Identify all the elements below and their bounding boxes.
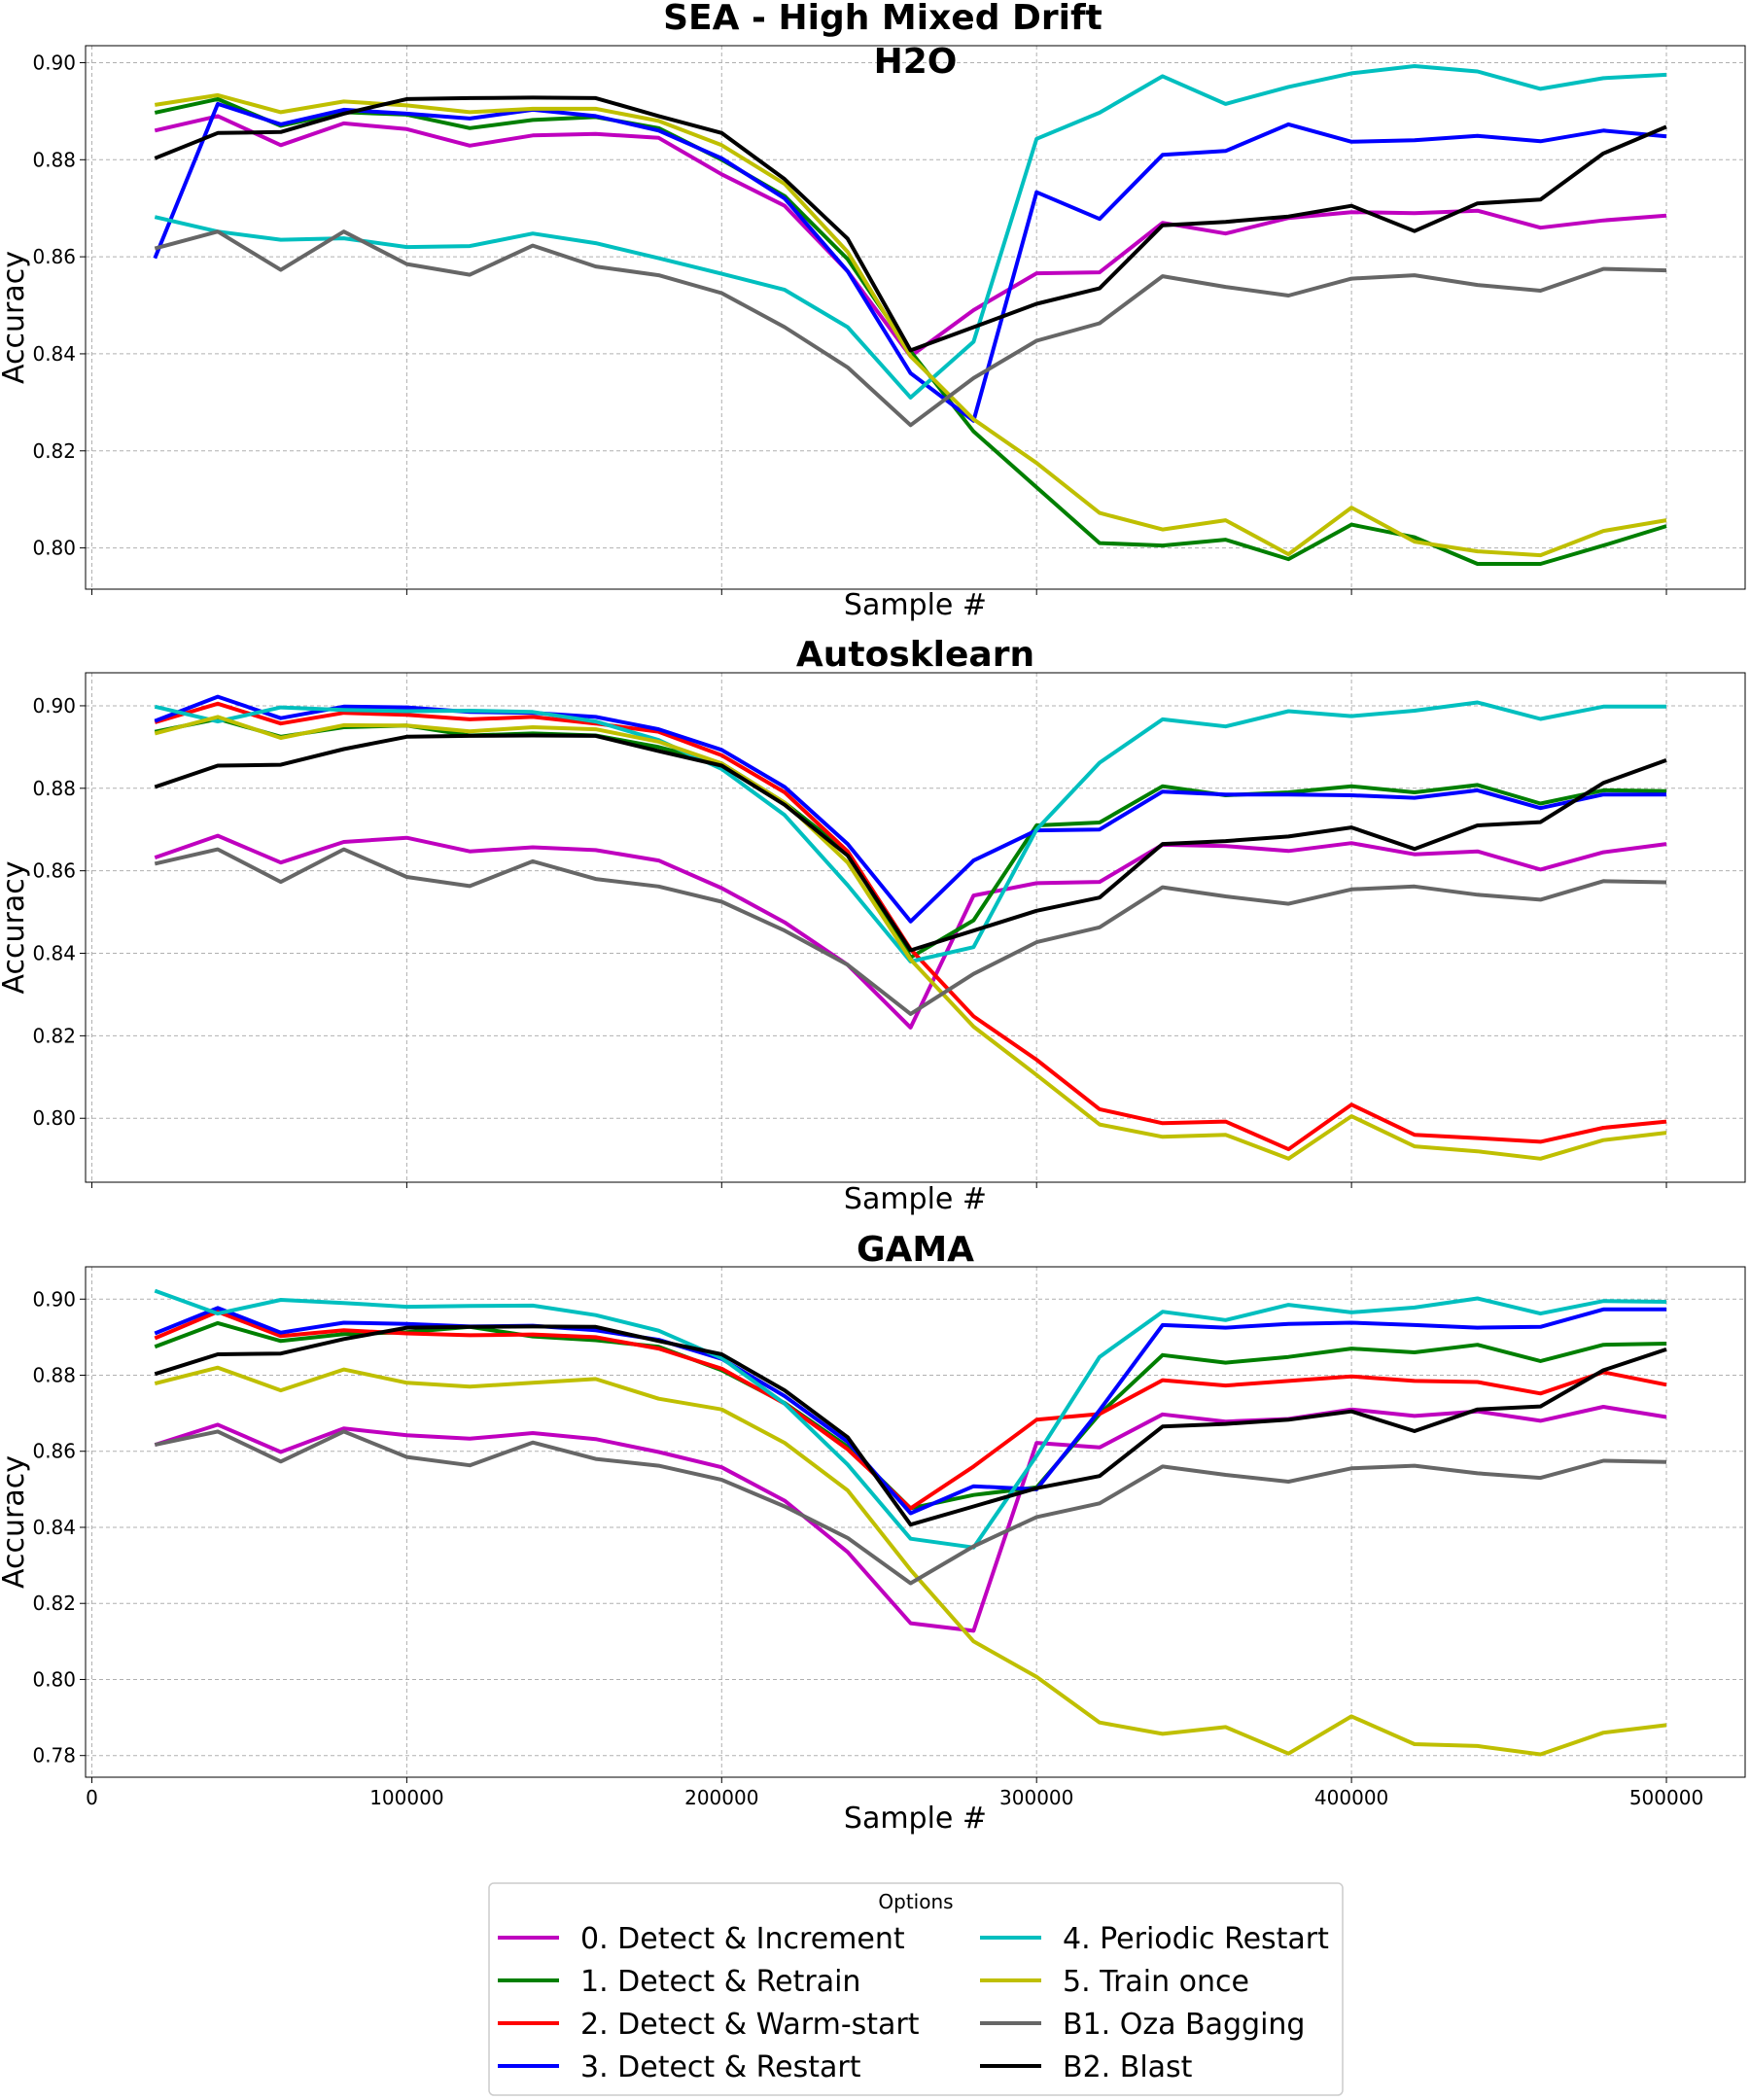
y-tick-label: 0.90 [32,694,76,718]
y-tick-label: 0.80 [32,1106,76,1130]
x-tick-label: 200000 [684,1786,758,1809]
series-line-3-detect-restart [154,694,1666,924]
series-line-0-detect-increment [154,1405,1667,1633]
y-tick-label: 0.80 [32,537,76,560]
legend-label: 1. Detect & Retrain [580,1965,860,1999]
legend-label: 0. Detect & Increment [580,1922,905,1956]
y-tick-label: 0.78 [32,1744,76,1768]
y-tick-label: 0.86 [32,859,76,883]
series-line-b1-oza-bagging [154,847,1667,1016]
y-tick-label: 0.82 [32,1592,76,1615]
series-line-0-detect-increment [154,833,1667,1030]
x-tick-label: 100000 [369,1786,443,1809]
plot-frame [85,1266,1746,1778]
x-tick-label: 300000 [999,1786,1073,1809]
series-line-5-train-once [154,92,1667,558]
legend-item-5-train-once: 5. Train once [980,1965,1249,1999]
series-line-b2-blast [154,95,1667,353]
figure-suptitle: SEA - High Mixed Drift [663,0,1102,38]
series-line-2-detect-warm-start [154,1310,1667,1511]
series-line-b2-blast [154,1324,1667,1527]
chart-panel-h2o: 0.80 0.82 0.84 0.86 0.88 0.90 H2O Sample # Accur… [0,42,1746,622]
y-tick-label: 0.82 [32,439,76,463]
legend-title: Options [878,1890,953,1913]
y-tick-label: 0.84 [32,942,76,965]
legend-label: B1. Oza Bagging [1063,2008,1305,2042]
series-line-b2-blast [154,733,1667,953]
legend-frame [488,1882,1344,2096]
chart-panel-gama: 0.78 0.80 0.82 0.84 0.86 0.88 0.90 0 100000 20000… [0,1230,1746,1836]
legend-label: 4. Periodic Restart [1063,1922,1329,1956]
legend-item-0-detect-increment: 0. Detect & Increment [498,1922,905,1956]
panel-title: Autosklearn [796,635,1034,675]
y-axis-label: Accuracy [0,861,31,995]
legend-label: 5. Train once [1063,1965,1249,1999]
y-tick-label: 0.86 [32,245,76,268]
legend-item-b1-oza-bagging: B1. Oza Bagging [980,2008,1305,2042]
x-tick-label: 0 [86,1786,98,1809]
plot-frame [85,672,1746,1183]
x-axis-label: Sample # [844,1802,987,1836]
series-line-3-detect-restart [153,101,1667,423]
chart-panel-autosklearn: 0.80 0.82 0.84 0.86 0.88 0.90 Autosklearn Sampl… [0,635,1746,1216]
plot-frame [85,45,1746,590]
legend-item-3-detect-restart: 3. Detect & Restart [498,2050,861,2084]
panel-title: GAMA [857,1230,974,1270]
x-axis-label: Sample # [844,588,987,622]
y-tick-label: 0.88 [32,1363,76,1386]
series-line-4-periodic-restart [154,1288,1667,1550]
y-tick-label: 0.88 [32,148,76,171]
legend-item-1-detect-retrain: 1. Detect & Retrain [498,1965,860,1999]
legend-label: B2. Blast [1063,2050,1193,2084]
y-tick-label: 0.88 [32,777,76,800]
series-line-5-train-once [154,1365,1667,1757]
y-tick-label: 0.84 [32,1516,76,1539]
series-line-4-periodic-restart [154,64,1667,400]
legend-label: 3. Detect & Restart [580,2050,861,2084]
x-tick-label: 400000 [1314,1786,1388,1809]
y-tick-label: 0.80 [32,1667,76,1691]
y-axis-label: Accuracy [0,1455,31,1589]
legend-items: 0. Detect & Increment 1. Detect & Retrain… [498,1922,1329,2084]
x-tick-label: 500000 [1629,1786,1703,1809]
legend-label: 2. Detect & Warm-start [580,2008,920,2042]
legend-item-b2-blast: B2. Blast [980,2050,1193,2084]
y-axis-label: Accuracy [0,251,31,384]
legend-item-4-periodic-restart: 4. Periodic Restart [980,1922,1329,1956]
y-tick-label: 0.90 [32,51,76,74]
chart-panels: 0.80 0.82 0.84 0.86 0.88 0.90 H2O Sample # Accur… [0,42,1746,1836]
legend-item-2-detect-warm-start: 2. Detect & Warm-start [498,2008,920,2042]
legend: Options 0. Detect & Increment 1. Detect &… [488,1882,1344,2096]
series-line-b1-oza-bagging [154,1429,1667,1586]
x-axis-label: Sample # [844,1182,987,1216]
series-line-b1-oza-bagging [154,229,1667,428]
y-tick-label: 0.82 [32,1024,76,1047]
series-line-5-train-once [154,715,1667,1161]
y-tick-label: 0.84 [32,342,76,366]
y-tick-label: 0.86 [32,1440,76,1463]
series-line-3-detect-restart [154,1306,1666,1516]
panel-title: H2O [874,42,958,82]
y-tick-label: 0.90 [32,1287,76,1311]
